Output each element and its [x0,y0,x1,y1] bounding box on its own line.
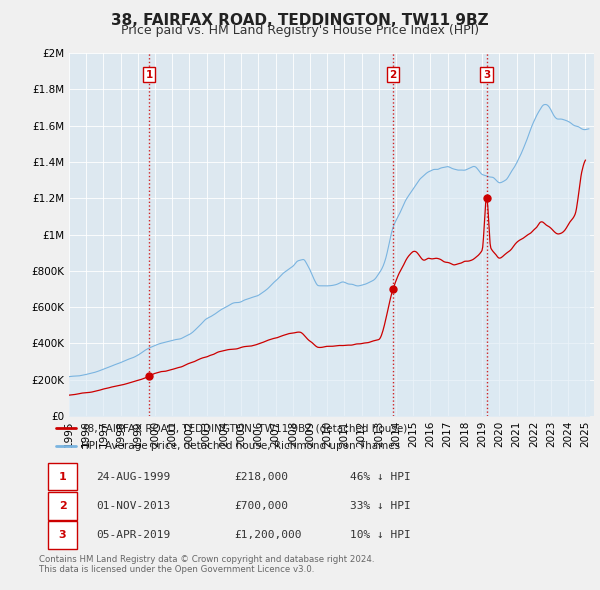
Text: 3: 3 [59,530,67,540]
Text: £218,000: £218,000 [235,471,289,481]
FancyBboxPatch shape [48,522,77,549]
FancyBboxPatch shape [48,492,77,520]
Text: 24-AUG-1999: 24-AUG-1999 [96,471,170,481]
Text: 33% ↓ HPI: 33% ↓ HPI [350,501,411,511]
Text: Contains HM Land Registry data © Crown copyright and database right 2024.: Contains HM Land Registry data © Crown c… [39,555,374,563]
Text: 38, FAIRFAX ROAD, TEDDINGTON, TW11 9BZ (detached house): 38, FAIRFAX ROAD, TEDDINGTON, TW11 9BZ (… [81,423,407,433]
Text: 2: 2 [59,501,67,511]
Text: 3: 3 [483,70,490,80]
Text: 05-APR-2019: 05-APR-2019 [96,530,170,540]
Text: £1,200,000: £1,200,000 [235,530,302,540]
Text: Price paid vs. HM Land Registry's House Price Index (HPI): Price paid vs. HM Land Registry's House … [121,24,479,37]
Text: 46% ↓ HPI: 46% ↓ HPI [350,471,411,481]
Text: £700,000: £700,000 [235,501,289,511]
Text: 10% ↓ HPI: 10% ↓ HPI [350,530,411,540]
Text: 38, FAIRFAX ROAD, TEDDINGTON, TW11 9BZ: 38, FAIRFAX ROAD, TEDDINGTON, TW11 9BZ [111,13,489,28]
Text: 2: 2 [389,70,397,80]
FancyBboxPatch shape [48,463,77,490]
Text: HPI: Average price, detached house, Richmond upon Thames: HPI: Average price, detached house, Rich… [81,441,400,451]
Text: 1: 1 [145,70,152,80]
Text: 1: 1 [59,471,67,481]
Text: 01-NOV-2013: 01-NOV-2013 [96,501,170,511]
Text: This data is licensed under the Open Government Licence v3.0.: This data is licensed under the Open Gov… [39,565,314,574]
